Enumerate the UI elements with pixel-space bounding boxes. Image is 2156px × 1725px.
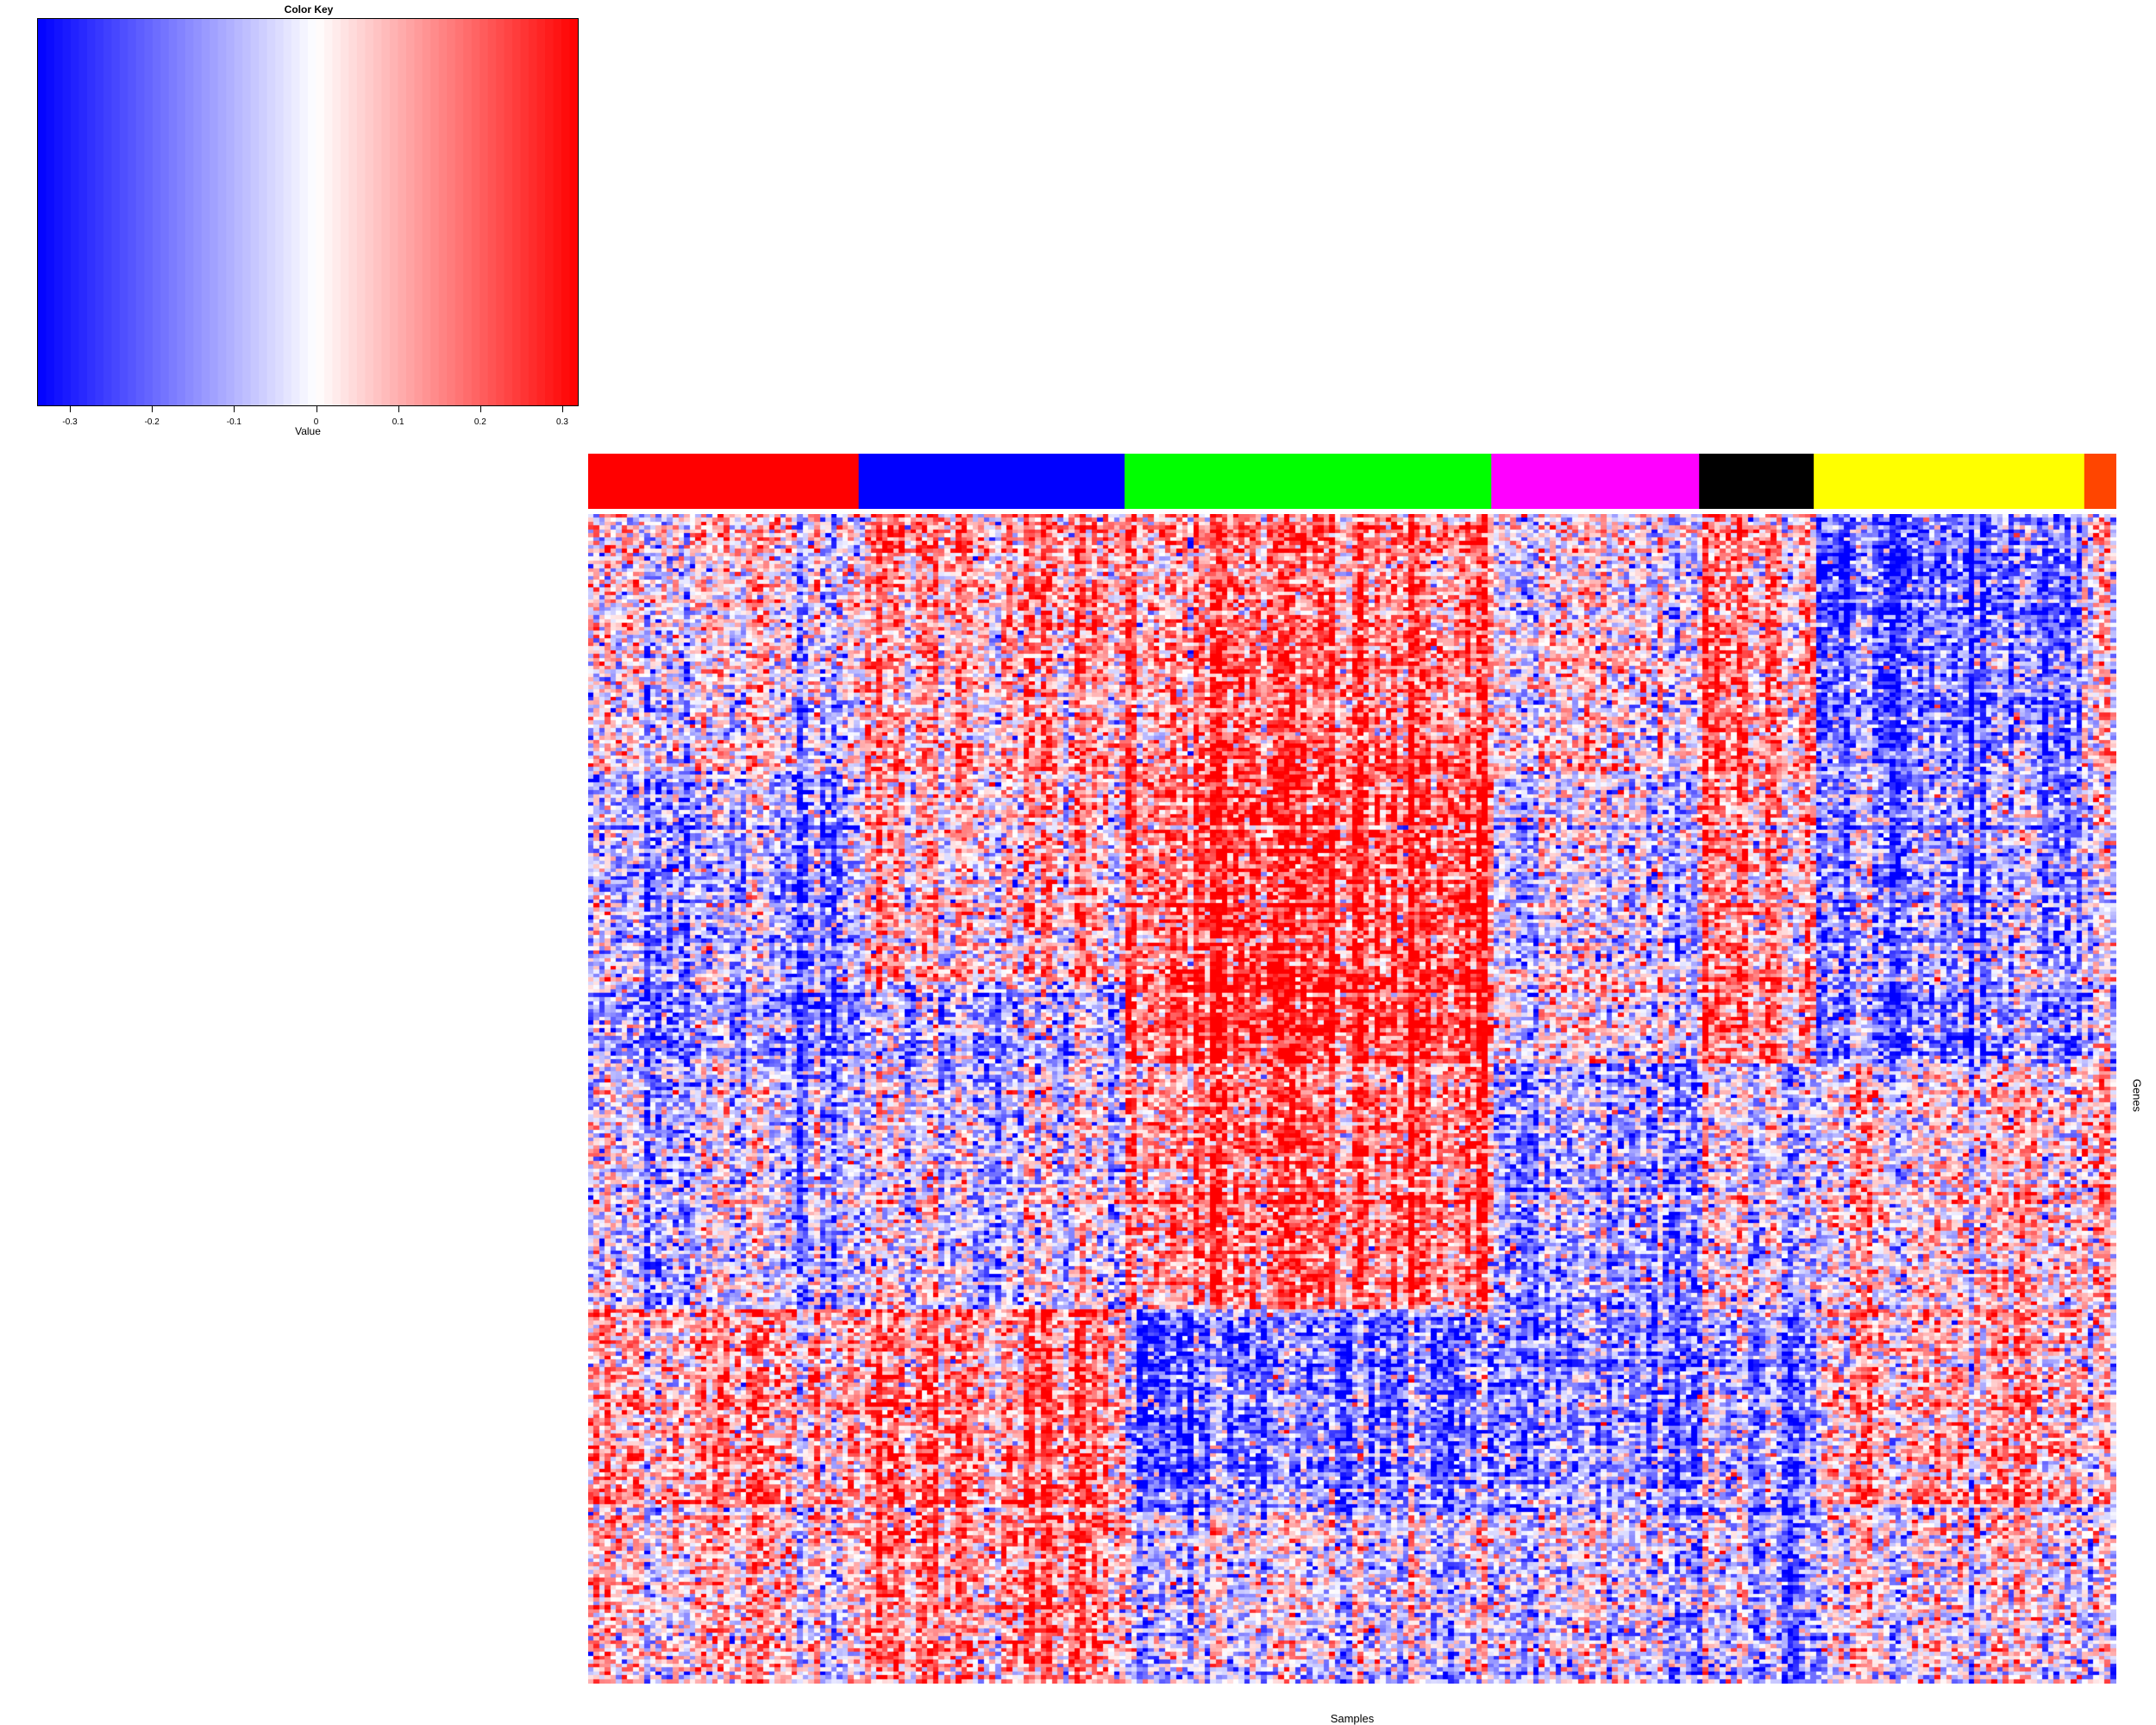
color-key-tick-label: 0.2	[473, 417, 486, 427]
color-key-step	[291, 19, 301, 405]
color-key-step	[86, 19, 96, 405]
sample-group-bar	[858, 454, 1125, 509]
color-key-step	[348, 19, 358, 405]
color-key-step	[479, 19, 489, 405]
sample-group-bar	[1124, 454, 1492, 509]
sample-group-sidebar	[588, 454, 2116, 509]
color-key-xlabel: Value	[295, 425, 321, 437]
color-key-step	[365, 19, 374, 405]
color-key-step	[487, 19, 497, 405]
color-key-step	[381, 19, 391, 405]
color-key-step	[561, 19, 571, 405]
color-key-step	[356, 19, 366, 405]
color-key-tick	[561, 406, 563, 412]
color-key-step	[103, 19, 112, 405]
color-key-tick-label: -0.1	[226, 417, 241, 427]
color-key-step	[152, 19, 161, 405]
color-key-tick	[152, 406, 154, 412]
color-key-step	[545, 19, 555, 405]
color-key-step	[536, 19, 546, 405]
color-key-step	[569, 19, 579, 405]
color-key-step	[111, 19, 121, 405]
color-key-step	[259, 19, 268, 405]
color-key-step	[463, 19, 473, 405]
color-key-tick-label: 0.1	[392, 417, 404, 427]
color-key-tick-label: -0.3	[62, 417, 78, 427]
color-key-step	[422, 19, 431, 405]
color-key-step	[316, 19, 325, 405]
color-key-step	[512, 19, 522, 405]
color-key-step	[193, 19, 203, 405]
color-key-step	[70, 19, 80, 405]
color-key-step	[520, 19, 530, 405]
color-key-tick	[234, 406, 235, 412]
color-key-step	[299, 19, 309, 405]
color-key	[37, 18, 579, 406]
color-key-tick	[398, 406, 399, 412]
color-key-step	[430, 19, 440, 405]
color-key-step	[210, 19, 219, 405]
color-key-step	[226, 19, 235, 405]
color-key-step	[340, 19, 350, 405]
color-key-step	[168, 19, 178, 405]
color-key-step	[95, 19, 104, 405]
color-key-step	[496, 19, 505, 405]
color-key-tick-label: -0.2	[144, 417, 160, 427]
color-key-step	[529, 19, 538, 405]
color-key-step	[62, 19, 72, 405]
color-key-step	[308, 19, 317, 405]
color-key-step	[250, 19, 260, 405]
color-key-step	[504, 19, 513, 405]
color-key-step	[128, 19, 137, 405]
color-key-step	[177, 19, 186, 405]
x-axis-label: Samples	[1330, 1712, 1375, 1725]
sample-group-bar	[588, 454, 860, 509]
color-key-step	[201, 19, 210, 405]
color-key-axis: -0.3 -0.2 -0.1 0 0.1 0.2 0.3	[37, 406, 579, 432]
color-key-tick	[479, 406, 481, 412]
color-key-tick-label: 0	[313, 417, 319, 427]
color-key-step	[46, 19, 55, 405]
color-key-step	[414, 19, 423, 405]
color-key-step	[144, 19, 154, 405]
color-key-step	[471, 19, 480, 405]
color-key-step	[242, 19, 252, 405]
color-key-step	[234, 19, 243, 405]
color-key-step	[553, 19, 562, 405]
color-key-tick	[70, 406, 72, 412]
sample-group-bar	[1491, 454, 1700, 509]
color-key-step	[438, 19, 448, 405]
y-axis-label: Genes	[2130, 1078, 2144, 1113]
color-key-step	[454, 19, 464, 405]
sample-group-bar	[1699, 454, 1814, 509]
color-key-gradient	[38, 19, 579, 405]
color-key-title: Color Key	[284, 3, 334, 16]
color-key-step	[405, 19, 415, 405]
color-key-step	[217, 19, 227, 405]
color-key-step	[283, 19, 292, 405]
color-key-step	[119, 19, 128, 405]
color-key-step	[135, 19, 145, 405]
color-key-step	[275, 19, 285, 405]
color-key-step	[398, 19, 407, 405]
color-key-step	[78, 19, 88, 405]
color-key-step	[373, 19, 382, 405]
sample-group-bar	[2084, 454, 2116, 509]
color-key-step	[266, 19, 276, 405]
color-key-step	[323, 19, 334, 405]
color-key-step	[332, 19, 342, 405]
color-key-tick-label: 0.3	[556, 417, 568, 427]
sample-group-bar	[1814, 454, 2085, 509]
color-key-step	[160, 19, 170, 405]
heatmap-grid	[588, 514, 2116, 1684]
color-key-step	[38, 19, 47, 405]
color-key-step	[53, 19, 64, 405]
color-key-step	[185, 19, 194, 405]
color-key-step	[447, 19, 456, 405]
color-key-step	[389, 19, 398, 405]
